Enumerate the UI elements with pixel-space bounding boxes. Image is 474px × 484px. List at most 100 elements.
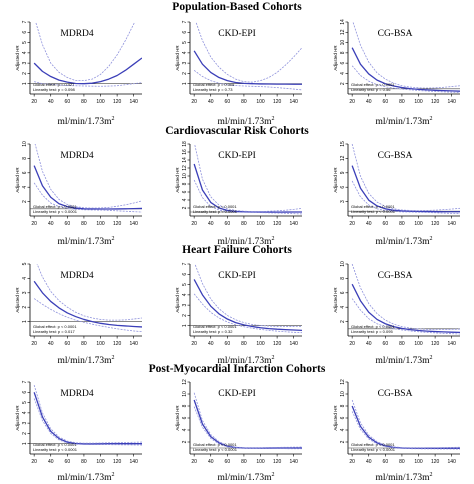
y-tick-label: 3 [22,291,28,294]
x-axis-label-text: ml/min/1.73m [375,237,430,248]
y-tick-label: 3 [340,200,346,203]
x-axis-label: ml/min/1.73m2 [326,116,474,127]
x-axis-label-text: ml/min/1.73m [57,117,112,128]
y-tick-label: 4 [182,428,188,431]
x-tick-label: 80 [81,341,87,347]
x-axis-label-text: ml/min/1.73m [375,117,430,128]
x-tick-label: 60 [225,459,231,465]
series-lower-line [193,179,302,215]
x-tick-label: 140 [290,221,299,227]
test-annotation: Linearity test: p = 0.73 [193,87,233,92]
x-tick-label: 100 [96,99,105,105]
y-tick-label: 10 [22,141,28,147]
x-axis-label-text: ml/min/1.73m [217,356,272,367]
test-annotation: Global effect: p < 0.0001 [33,442,77,447]
y-tick-label: 7 [22,380,28,383]
x-tick-label: 60 [383,221,389,227]
series-lower-line [34,81,142,87]
curves [193,264,302,334]
y-axis-label: Adjusted HR [175,405,180,431]
panel-7: 20 40 60 80 100 120 140 1 2 3 4 5 Adjusted HR MDRD4 Gl… [15,262,142,347]
y-tick-label: 3 [182,304,188,307]
panel-title: CG-BSA [378,389,413,399]
series-lower-line [193,70,302,91]
series-upper-line [33,384,142,444]
test-annotation: Global effect: p < 0.0001 [351,442,395,447]
x-tick-label: 140 [290,459,299,465]
y-tick-label: 10 [182,173,188,179]
series-lower-line [351,65,460,93]
x-tick-label: 40 [48,341,54,347]
test-annotation: Global effect: p < 0.0001 [193,204,237,209]
x-axis-label-superscript: 2 [429,355,433,361]
y-tick-label: 8 [182,404,188,407]
x-tick-label: 60 [383,341,389,347]
y-tick-label: 10 [340,261,346,267]
x-tick-label: 40 [366,459,372,465]
y-tick-label: 4 [182,198,188,201]
panel-title: MDRD4 [60,29,94,39]
x-tick-label: 40 [366,221,372,227]
x-tick-label: 100 [256,221,265,227]
y-axis-label: Adjusted HR [175,167,180,193]
series-estimate-line [193,50,302,85]
y-tick-label: 2 [340,82,346,85]
series-estimate-line [33,392,142,445]
x-tick-label: 100 [414,459,423,465]
y-tick-label: 6 [22,31,28,34]
x-axis-label: ml/min/1.73m2 [8,355,164,366]
y-tick-label: 6 [340,416,346,419]
y-axis-label: Adjusted HR [15,167,20,193]
x-tick-label: 140 [448,99,457,105]
x-tick-label: 140 [130,99,139,105]
y-tick-label: 8 [340,277,346,280]
y-axis-label: Adjusted HR [333,167,338,193]
y-tick-label: 10 [340,391,346,397]
x-tick-label: 140 [130,341,139,347]
x-tick-label: 40 [208,459,214,465]
curves [33,264,142,333]
test-annotation: Global effect: p < 0.0001 [193,442,237,447]
y-tick-label: 1 [22,82,28,85]
panel-title: MDRD4 [60,389,94,399]
x-axis-label: ml/min/1.73m2 [8,236,164,247]
x-tick-label: 20 [191,459,197,465]
x-axis-label-superscript: 2 [271,355,275,361]
series-lower-line [193,293,302,334]
panel-11: 20 40 60 80 100 120 140 2 4 6 8 10 12 Adjusted HR CKD-… [175,379,302,465]
x-axis-label-superscript: 2 [429,472,433,478]
x-tick-label: 100 [414,221,423,227]
panel-9: 20 40 60 80 100 120 140 2 4 6 8 10 Adjusted HR CG-BSA… [333,261,460,347]
y-tick-label: 2 [22,200,28,203]
x-tick-label: 140 [290,341,299,347]
series-upper-line [351,399,460,449]
series-upper-line [34,144,142,209]
x-axis-label-superscript: 2 [111,472,115,478]
x-tick-label: 140 [130,459,139,465]
y-axis-label: Adjusted HR [333,405,338,431]
x-axis-label-text: ml/min/1.73m [375,356,430,367]
x-axis-label-text: ml/min/1.73m [57,237,112,248]
x-tick-label: 20 [191,99,197,105]
y-tick-label: 5 [182,41,188,44]
series-estimate-line [351,283,460,334]
x-tick-label: 40 [48,221,54,227]
series-upper-line [36,264,142,321]
panel-2: 20 40 60 80 100 120 140 1 2 3 4 5 6 7 Adjusted HR CKD-E… [175,20,302,105]
x-tick-label: 40 [48,459,54,465]
x-tick-label: 100 [414,99,423,105]
x-axis-label: ml/min/1.73m2 [168,355,324,366]
y-tick-label: 1 [22,320,28,323]
x-tick-label: 20 [349,221,355,227]
series-upper-line [194,144,302,212]
section-title-cardiovascular: Cardiovascular Risk Cohorts [165,125,309,137]
y-axis-label: Adjusted HR [333,287,338,313]
y-tick-label: 3 [182,62,188,65]
y-tick-label: 4 [340,306,346,309]
y-tick-label: 12 [182,379,188,385]
y-tick-label: 10 [340,40,346,46]
x-axis-label-text: ml/min/1.73m [217,237,272,248]
x-tick-label: 60 [65,341,71,347]
y-tick-label: 2 [340,320,346,323]
panel-title: MDRD4 [60,151,94,161]
